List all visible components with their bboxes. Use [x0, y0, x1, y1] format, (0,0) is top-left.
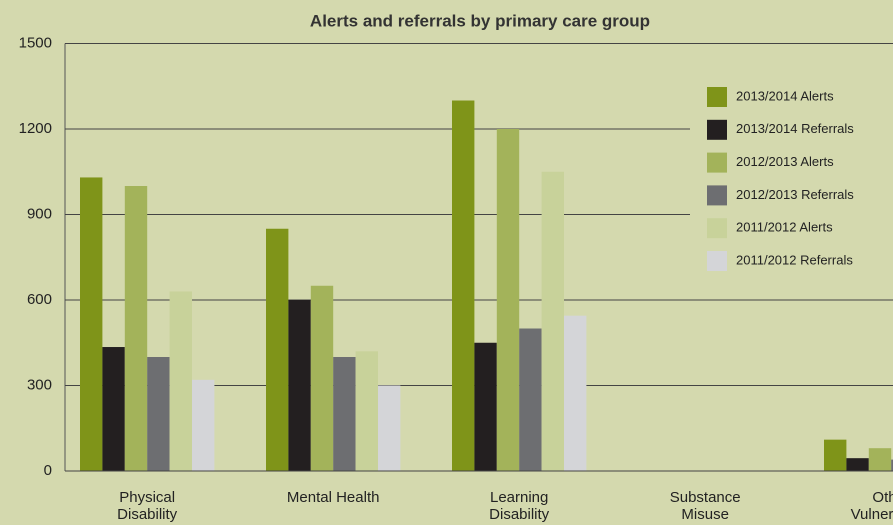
legend-swatch	[707, 152, 727, 173]
x-tick-label: Physical Disability	[117, 489, 178, 523]
legend-label: 2013/2014 Referrals	[736, 121, 854, 136]
legend-label: 2012/2013 Referrals	[736, 187, 854, 202]
bar	[541, 171, 564, 471]
legend-label: 2011/2012 Alerts	[736, 220, 833, 235]
bar	[474, 342, 497, 471]
chart-title: Alerts and referrals by primary care gro…	[310, 11, 650, 30]
bar	[496, 129, 520, 471]
legend-label: 2013/2014 Alerts	[736, 88, 834, 103]
bar	[266, 228, 289, 471]
bar	[124, 186, 148, 471]
bar	[891, 459, 893, 471]
bar	[378, 385, 401, 471]
y-tick-label: 600	[27, 291, 52, 308]
x-tick-label: Learning Disability	[489, 489, 550, 523]
bar	[564, 315, 587, 471]
bar	[846, 458, 869, 471]
bar	[824, 439, 847, 471]
y-tick-label: 1200	[19, 120, 52, 137]
legend-swatch	[707, 185, 727, 206]
legend-swatch	[707, 251, 727, 271]
x-tick-label: Other Vulnerability	[850, 489, 893, 523]
bar	[310, 285, 334, 471]
bar	[452, 100, 475, 471]
legend-label: 2011/2012 Referrals	[736, 252, 853, 267]
bar	[102, 347, 125, 471]
bar	[355, 351, 378, 471]
y-tick-label: 1500	[19, 34, 52, 51]
y-tick-label: 300	[27, 376, 52, 393]
legend-box	[690, 76, 893, 278]
y-tick-label: 0	[44, 462, 52, 479]
legend-swatch	[707, 119, 727, 140]
bar	[80, 177, 103, 471]
legend-swatch	[707, 218, 727, 239]
x-tick-label: Substance Misuse	[669, 489, 741, 523]
bar	[288, 300, 311, 471]
bar	[519, 328, 542, 471]
legend-label: 2012/2013 Alerts	[736, 154, 834, 169]
bar	[147, 357, 170, 471]
bar	[333, 357, 356, 471]
legend-swatch	[707, 87, 727, 107]
x-tick-label: Mental Health	[286, 489, 380, 506]
bar	[192, 379, 215, 471]
bar	[169, 291, 192, 471]
y-tick-label: 900	[27, 205, 52, 222]
bar	[868, 448, 892, 471]
